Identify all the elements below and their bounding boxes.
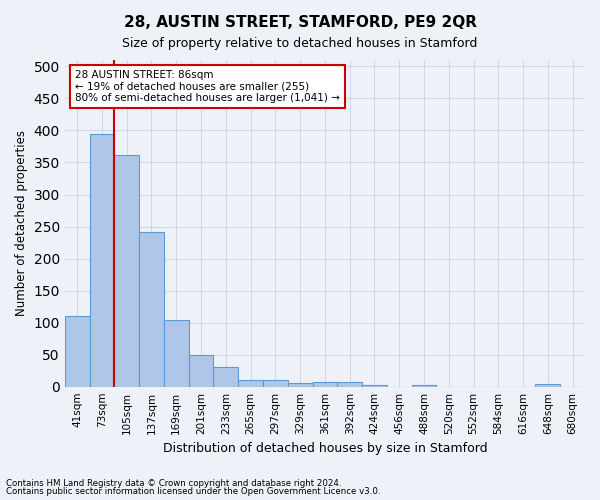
Bar <box>412 385 436 386</box>
Text: Size of property relative to detached houses in Stamford: Size of property relative to detached ho… <box>122 38 478 51</box>
Text: 28 AUSTIN STREET: 86sqm
← 19% of detached houses are smaller (255)
80% of semi-d: 28 AUSTIN STREET: 86sqm ← 19% of detache… <box>75 70 340 103</box>
Bar <box>313 382 337 386</box>
Text: Contains HM Land Registry data © Crown copyright and database right 2024.: Contains HM Land Registry data © Crown c… <box>6 478 341 488</box>
X-axis label: Distribution of detached houses by size in Stamford: Distribution of detached houses by size … <box>163 442 487 455</box>
Y-axis label: Number of detached properties: Number of detached properties <box>15 130 28 316</box>
Bar <box>164 320 188 386</box>
Text: 28, AUSTIN STREET, STAMFORD, PE9 2QR: 28, AUSTIN STREET, STAMFORD, PE9 2QR <box>124 15 476 30</box>
Bar <box>263 380 288 386</box>
Bar <box>89 134 115 386</box>
Bar <box>288 383 313 386</box>
Bar <box>139 232 164 386</box>
Bar <box>115 155 139 386</box>
Bar <box>65 316 89 386</box>
Bar <box>238 380 263 386</box>
Bar <box>188 354 214 386</box>
Bar <box>337 382 362 386</box>
Bar <box>214 368 238 386</box>
Bar <box>362 385 387 386</box>
Bar <box>535 384 560 386</box>
Text: Contains public sector information licensed under the Open Government Licence v3: Contains public sector information licen… <box>6 487 380 496</box>
